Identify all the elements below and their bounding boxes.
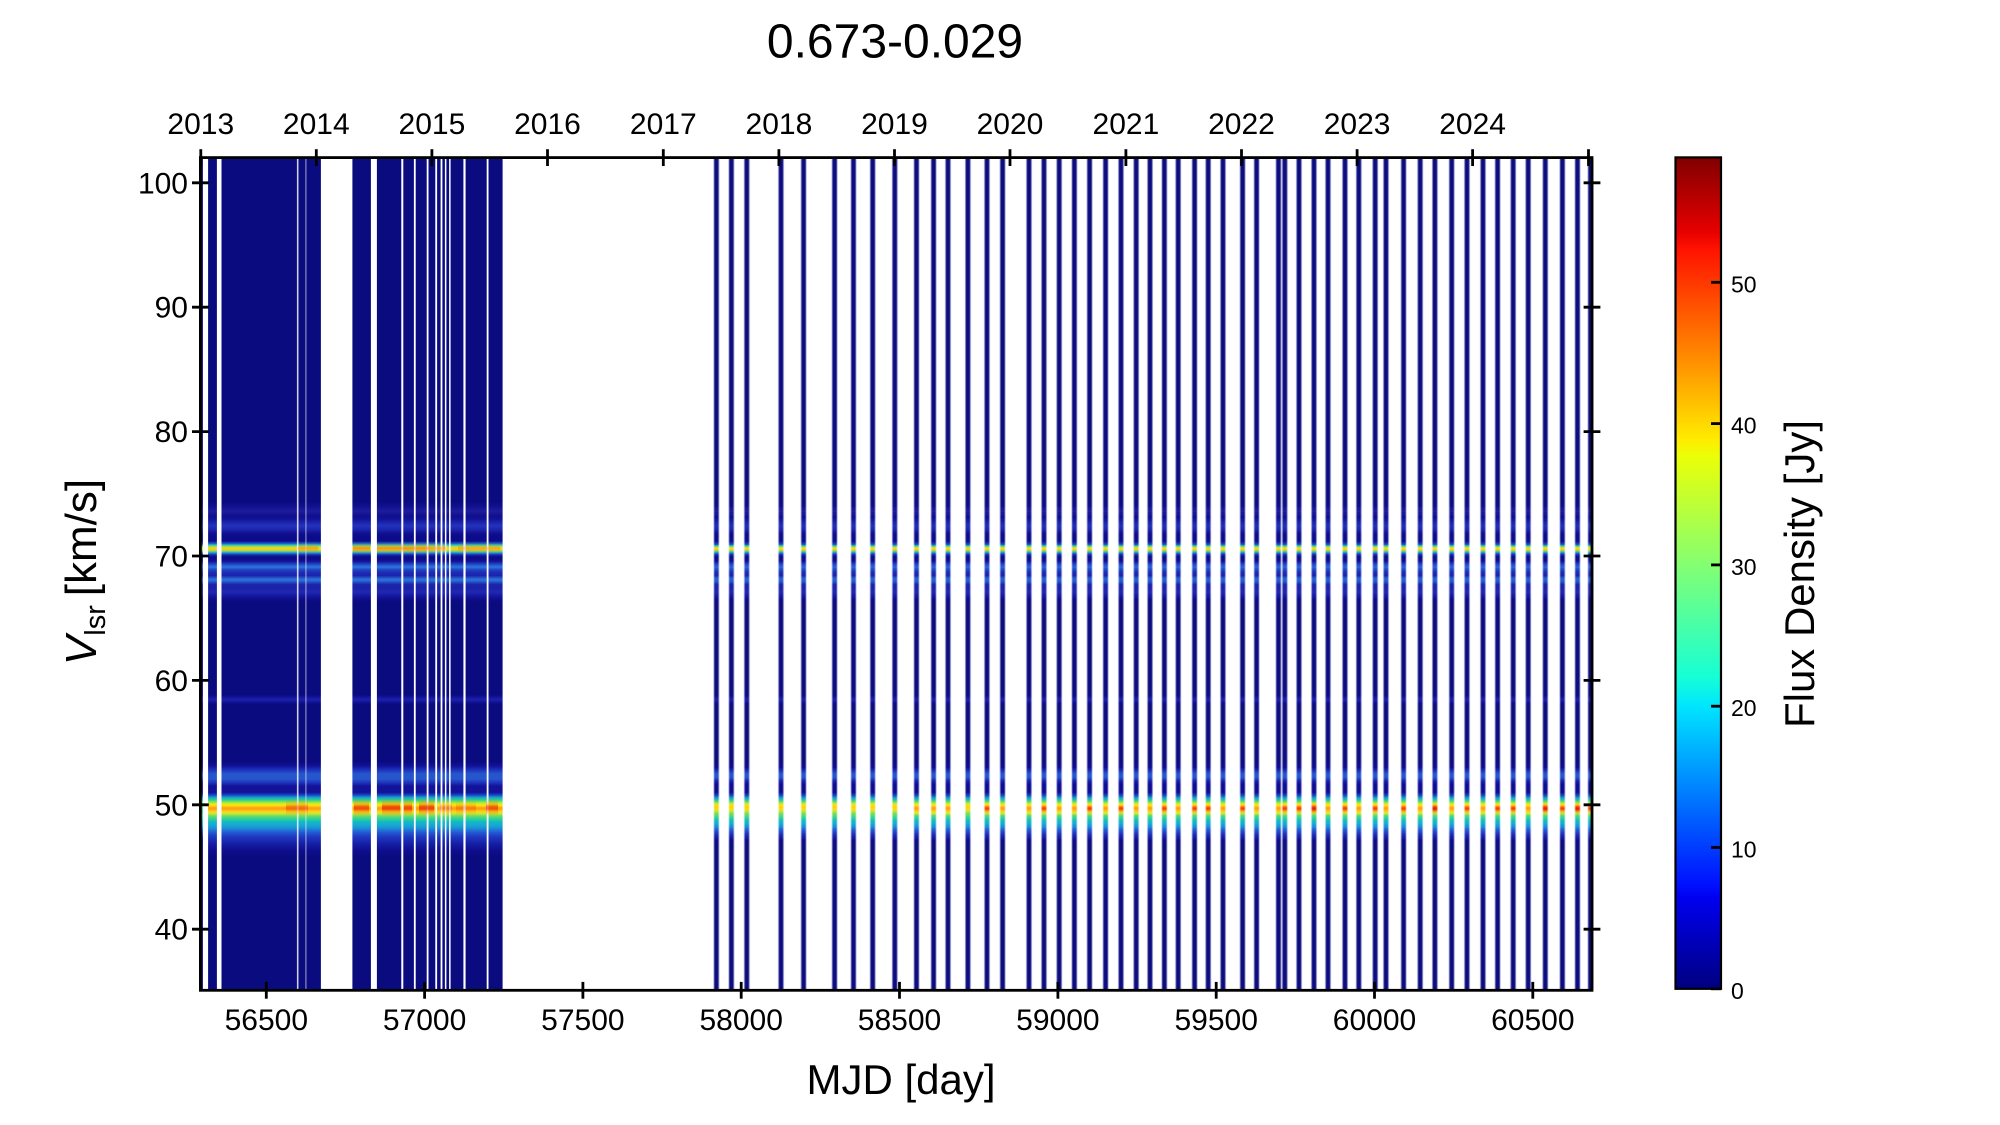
svg-text:2014: 2014 <box>283 108 350 141</box>
svg-text:80: 80 <box>155 416 188 449</box>
svg-text:0.673-0.029: 0.673-0.029 <box>767 16 1023 69</box>
svg-text:70: 70 <box>155 541 188 574</box>
svg-text:59000: 59000 <box>1016 1004 1099 1037</box>
svg-text:58000: 58000 <box>699 1004 782 1037</box>
svg-text:2023: 2023 <box>1324 108 1391 141</box>
svg-text:56500: 56500 <box>225 1004 308 1037</box>
svg-text:0: 0 <box>1731 978 1744 1004</box>
svg-text:Vlsr [km/s]: Vlsr [km/s] <box>57 479 112 665</box>
svg-text:57500: 57500 <box>541 1004 624 1037</box>
svg-text:60000: 60000 <box>1333 1004 1416 1037</box>
svg-text:50: 50 <box>155 789 188 822</box>
svg-text:40: 40 <box>1731 413 1757 439</box>
svg-text:60500: 60500 <box>1491 1004 1574 1037</box>
svg-text:Flux Density [Jy]: Flux Density [Jy] <box>1776 420 1823 728</box>
svg-text:2021: 2021 <box>1093 108 1160 141</box>
svg-text:100: 100 <box>138 167 188 200</box>
svg-text:60: 60 <box>155 665 188 698</box>
svg-text:57000: 57000 <box>383 1004 466 1037</box>
svg-text:20: 20 <box>1731 695 1757 721</box>
svg-text:40: 40 <box>155 914 188 947</box>
svg-text:2016: 2016 <box>514 108 581 141</box>
svg-text:2024: 2024 <box>1439 108 1506 141</box>
svg-text:2020: 2020 <box>977 108 1044 141</box>
svg-text:59500: 59500 <box>1174 1004 1257 1037</box>
svg-text:90: 90 <box>155 292 188 325</box>
svg-text:50: 50 <box>1731 271 1757 297</box>
svg-text:30: 30 <box>1731 554 1757 580</box>
svg-text:2013: 2013 <box>167 108 234 141</box>
svg-text:2015: 2015 <box>399 108 466 141</box>
svg-text:2019: 2019 <box>861 108 928 141</box>
svg-text:2017: 2017 <box>630 108 697 141</box>
svg-text:MJD [day]: MJD [day] <box>806 1056 995 1103</box>
svg-text:58500: 58500 <box>858 1004 941 1037</box>
svg-text:10: 10 <box>1731 837 1757 863</box>
svg-text:2022: 2022 <box>1208 108 1275 141</box>
svg-text:2018: 2018 <box>746 108 813 141</box>
